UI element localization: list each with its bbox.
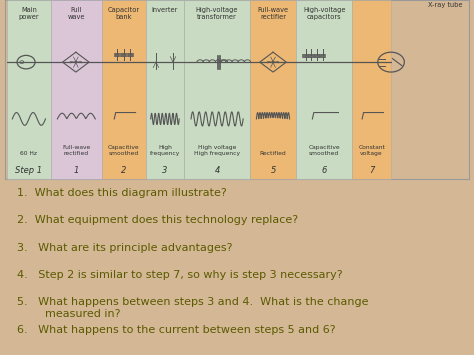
Text: Constant
voltage: Constant voltage bbox=[358, 146, 385, 156]
Text: Full-wave
rectified: Full-wave rectified bbox=[62, 146, 91, 156]
Text: 5: 5 bbox=[270, 166, 276, 175]
Bar bbox=[102, 0, 146, 179]
Bar bbox=[146, 0, 184, 179]
Bar bbox=[184, 0, 250, 179]
Bar bbox=[51, 0, 102, 179]
Text: 2.  What equipment does this technology replace?: 2. What equipment does this technology r… bbox=[17, 215, 298, 225]
Text: High-voltage
capacitors: High-voltage capacitors bbox=[303, 7, 346, 20]
Text: 1: 1 bbox=[73, 166, 79, 175]
Text: Inverter: Inverter bbox=[152, 7, 178, 13]
Text: 3: 3 bbox=[162, 166, 168, 175]
Text: Full
wave: Full wave bbox=[68, 7, 85, 20]
Bar bbox=[250, 0, 296, 179]
Text: 3.   What are its principle advantages?: 3. What are its principle advantages? bbox=[17, 243, 232, 253]
Text: High
frequency: High frequency bbox=[150, 146, 180, 156]
Text: 6: 6 bbox=[321, 166, 327, 175]
Bar bbox=[7, 0, 51, 179]
Text: 5.   What happens between steps 3 and 4.  What is the change
        measured in: 5. What happens between steps 3 and 4. W… bbox=[17, 297, 368, 319]
Bar bbox=[5, 0, 469, 179]
Text: Capacitive
smoothed: Capacitive smoothed bbox=[108, 146, 139, 156]
Text: Capacitive
smoothed: Capacitive smoothed bbox=[309, 146, 340, 156]
Text: 60 Hz: 60 Hz bbox=[20, 151, 37, 156]
Text: Step 1: Step 1 bbox=[15, 166, 43, 175]
Text: X-ray tube: X-ray tube bbox=[428, 2, 462, 8]
Text: Full-wave
rectifier: Full-wave rectifier bbox=[257, 7, 289, 20]
Text: High-voltage
transformer: High-voltage transformer bbox=[196, 7, 238, 20]
Text: Rectified: Rectified bbox=[260, 151, 286, 156]
Text: Capacitor
bank: Capacitor bank bbox=[108, 7, 140, 20]
Text: 4: 4 bbox=[214, 166, 220, 175]
Text: 6.   What happens to the current between steps 5 and 6?: 6. What happens to the current between s… bbox=[17, 325, 335, 335]
Text: Main
power: Main power bbox=[18, 7, 39, 20]
Bar bbox=[352, 0, 391, 179]
Text: 1.  What does this diagram illustrate?: 1. What does this diagram illustrate? bbox=[17, 188, 227, 198]
Text: 7: 7 bbox=[369, 166, 374, 175]
Text: High voltage
High frequency: High voltage High frequency bbox=[194, 146, 240, 156]
Text: 4.   Step 2 is similar to step 7, so why is step 3 necessary?: 4. Step 2 is similar to step 7, so why i… bbox=[17, 270, 342, 280]
Bar bbox=[296, 0, 352, 179]
Text: 2: 2 bbox=[121, 166, 127, 175]
